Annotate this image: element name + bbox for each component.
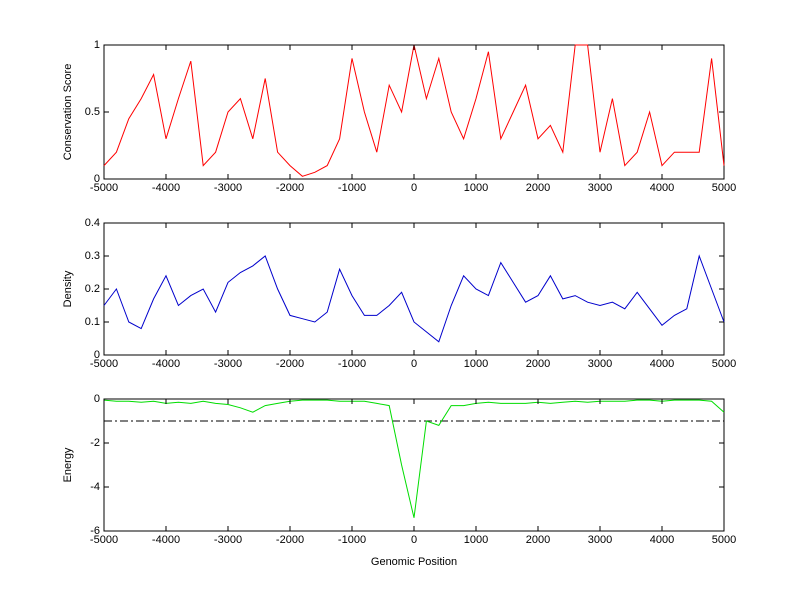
y-tick-label: 0.4 bbox=[85, 217, 100, 229]
x-tick-label: -2000 bbox=[276, 358, 304, 370]
y-axis-label: Density bbox=[62, 270, 74, 307]
y-axis-label: Energy bbox=[62, 447, 74, 482]
y-axis-label: Conservation Score bbox=[62, 64, 74, 161]
x-tick-label: -1000 bbox=[338, 358, 366, 370]
x-axis-label: Genomic Position bbox=[371, 556, 457, 568]
x-tick-label: -3000 bbox=[214, 358, 242, 370]
plot-area bbox=[103, 44, 725, 180]
x-tick-label: -1000 bbox=[338, 534, 366, 546]
y-tick-label: -2 bbox=[90, 437, 100, 449]
x-tick-label: -5000 bbox=[90, 182, 118, 194]
x-tick-label: 2000 bbox=[526, 358, 550, 370]
x-tick-label: 0 bbox=[411, 534, 417, 546]
x-tick-label: 1000 bbox=[464, 358, 488, 370]
y-tick-label: 0.5 bbox=[85, 106, 100, 118]
x-tick-label: -5000 bbox=[90, 358, 118, 370]
x-tick-label: 4000 bbox=[650, 534, 674, 546]
x-tick-label: 3000 bbox=[588, 182, 612, 194]
x-tick-label: -3000 bbox=[214, 182, 242, 194]
x-tick-label: -3000 bbox=[214, 534, 242, 546]
y-tick-label: -6 bbox=[90, 525, 100, 537]
x-tick-label: 3000 bbox=[588, 534, 612, 546]
y-tick-label: -4 bbox=[90, 481, 100, 493]
x-tick-label: 4000 bbox=[650, 358, 674, 370]
x-tick-label: -1000 bbox=[338, 182, 366, 194]
x-tick-label: 2000 bbox=[526, 182, 550, 194]
y-tick-label: 0 bbox=[94, 173, 100, 185]
plot-area bbox=[103, 398, 725, 532]
x-tick-label: -4000 bbox=[152, 182, 180, 194]
data-line bbox=[103, 399, 725, 518]
x-tick-label: -2000 bbox=[276, 182, 304, 194]
x-tick-label: 0 bbox=[411, 358, 417, 370]
x-tick-label: 0 bbox=[411, 182, 417, 194]
plot-area bbox=[103, 222, 725, 356]
x-tick-label: 1000 bbox=[464, 182, 488, 194]
y-tick-label: 0 bbox=[94, 393, 100, 405]
x-tick-label: -4000 bbox=[152, 534, 180, 546]
x-tick-label: 5000 bbox=[712, 182, 736, 194]
x-tick-label: 3000 bbox=[588, 358, 612, 370]
x-tick-label: -5000 bbox=[90, 534, 118, 546]
x-tick-label: 5000 bbox=[712, 358, 736, 370]
x-tick-label: -2000 bbox=[276, 534, 304, 546]
y-tick-label: 0.3 bbox=[85, 250, 100, 262]
data-line bbox=[103, 254, 725, 343]
x-tick-label: 1000 bbox=[464, 534, 488, 546]
x-tick-label: 5000 bbox=[712, 534, 736, 546]
x-tick-label: -4000 bbox=[152, 358, 180, 370]
y-tick-label: 0.2 bbox=[85, 283, 100, 295]
y-tick-label: 1 bbox=[94, 39, 100, 51]
y-tick-label: 0.1 bbox=[85, 316, 100, 328]
x-tick-label: 4000 bbox=[650, 182, 674, 194]
x-tick-label: 2000 bbox=[526, 534, 550, 546]
y-tick-label: 0 bbox=[94, 349, 100, 361]
